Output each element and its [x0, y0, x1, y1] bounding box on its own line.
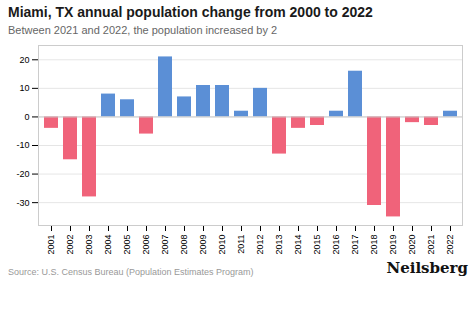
svg-text:2006: 2006 [141, 235, 151, 255]
html-text:Between 2021 and 2022, the pop: Between 2021 and 2022, the population in… [8, 24, 278, 36]
svg-text:2011: 2011 [236, 235, 246, 254]
svg-text:2015: 2015 [312, 235, 322, 255]
svg-text:-10: -10 [16, 140, 29, 150]
svg-text:2019: 2019 [388, 235, 398, 255]
svg-text:0: 0 [24, 112, 29, 122]
svg-text:2017: 2017 [350, 235, 360, 255]
svg-text:2002: 2002 [65, 235, 75, 255]
html-text:Miami, TX annual population ch: Miami, TX annual population change from … [8, 4, 373, 20]
svg-text:2009: 2009 [198, 235, 208, 255]
svg-text:2021: 2021 [426, 235, 436, 255]
svg-text:2005: 2005 [122, 235, 132, 255]
svg-text:2004: 2004 [103, 235, 113, 255]
svg-text:2001: 2001 [46, 235, 56, 255]
svg-text:2014: 2014 [293, 235, 303, 255]
html-text:Neilsberg: Neilsberg [386, 259, 468, 277]
svg-text:20: 20 [19, 55, 29, 65]
svg-text:-20: -20 [16, 169, 29, 179]
svg-text:2013: 2013 [274, 235, 284, 255]
html-text:Source: U.S. Census Bureau (Po: Source: U.S. Census Bureau (Population E… [8, 267, 254, 277]
svg-text:10: 10 [19, 83, 29, 93]
svg-text:2010: 2010 [217, 235, 227, 255]
svg-text:2012: 2012 [255, 235, 265, 255]
svg-text:-30: -30 [16, 198, 29, 208]
svg-text:2008: 2008 [179, 235, 189, 255]
svg-text:2020: 2020 [407, 235, 417, 255]
svg-text:2018: 2018 [369, 235, 379, 255]
svg-text:2022: 2022 [445, 235, 455, 255]
svg-text:2007: 2007 [160, 235, 170, 255]
svg-text:2003: 2003 [84, 235, 94, 255]
svg-text:2016: 2016 [331, 235, 341, 255]
